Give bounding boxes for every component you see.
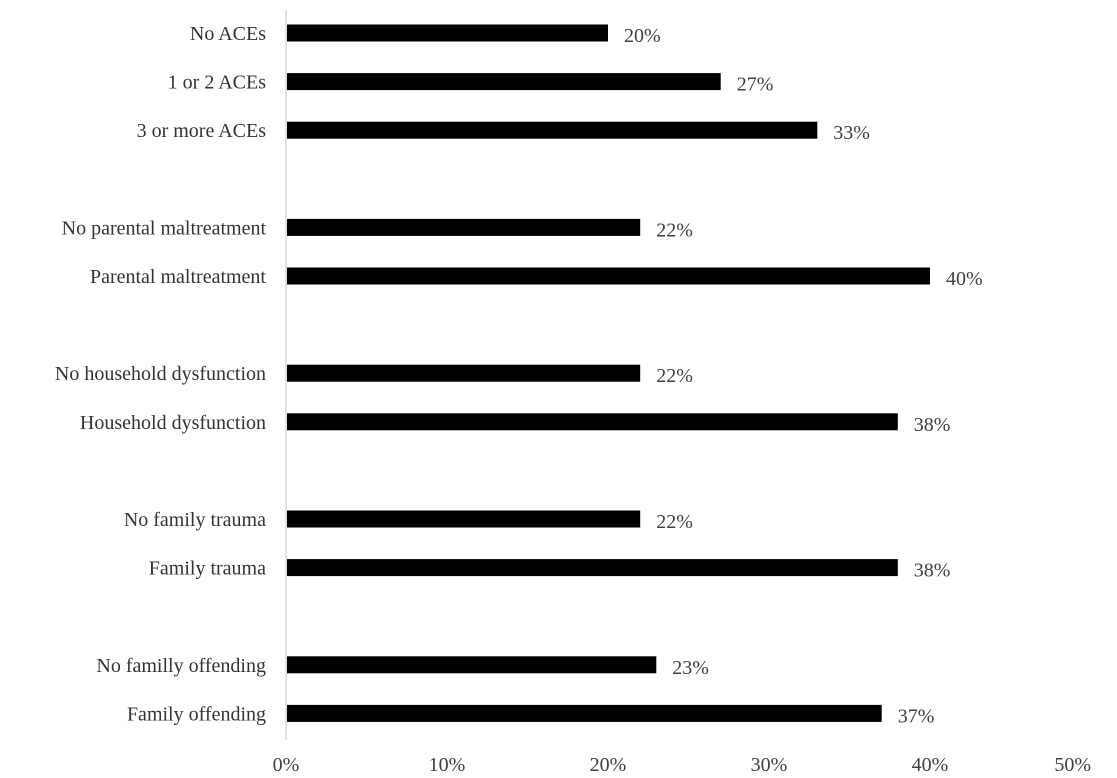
data-label: 22% — [656, 365, 693, 387]
bars-layer — [287, 24, 930, 722]
x-axis-ticks-layer: 0% 10% 20% 30% 40% 50% — [273, 754, 1091, 776]
category-label: No parental maltreatment — [62, 217, 267, 239]
bar — [287, 24, 608, 42]
data-label: 22% — [656, 511, 693, 533]
category-labels-layer: No ACEs 1 or 2 ACEs 3 or more ACEs No paren… — [55, 23, 267, 725]
category-label: No household dysfunction — [55, 363, 266, 385]
data-label: 27% — [737, 74, 774, 96]
bar — [287, 510, 641, 528]
category-label: Household dysfunction — [80, 412, 266, 434]
data-label: 23% — [672, 657, 709, 679]
category-label: 1 or 2 ACEs — [168, 72, 267, 94]
x-tick-label: 50% — [1054, 754, 1091, 776]
bar — [287, 267, 930, 285]
category-label: No family trauma — [124, 509, 266, 531]
bar — [287, 704, 882, 722]
category-label: Family offending — [127, 703, 266, 725]
category-label: No familly offending — [96, 655, 266, 677]
data-label: 40% — [946, 268, 983, 290]
x-tick-label: 10% — [429, 754, 466, 776]
bar — [287, 218, 641, 236]
category-label: Parental maltreatment — [90, 266, 266, 288]
data-labels-layer: 20% 27% 33% 22% 40% 22% 38% 22% 38% 23% 37% — [624, 25, 983, 727]
x-tick-label: 0% — [273, 754, 300, 776]
category-label: 3 or more ACEs — [137, 120, 267, 142]
x-tick-label: 20% — [590, 754, 627, 776]
x-tick-label: 30% — [751, 754, 788, 776]
data-label: 22% — [656, 219, 693, 241]
data-label: 33% — [833, 122, 870, 144]
data-label: 20% — [624, 25, 661, 47]
bar — [287, 364, 641, 382]
data-label: 38% — [914, 414, 951, 436]
category-label: No ACEs — [190, 23, 266, 45]
category-label: Family trauma — [149, 558, 266, 580]
bar — [287, 121, 818, 139]
data-label: 37% — [898, 705, 935, 727]
x-tick-label: 40% — [912, 754, 949, 776]
data-label: 38% — [914, 560, 951, 582]
bar — [287, 559, 898, 577]
bar — [287, 656, 657, 674]
bar — [287, 413, 898, 431]
bar — [287, 73, 721, 91]
